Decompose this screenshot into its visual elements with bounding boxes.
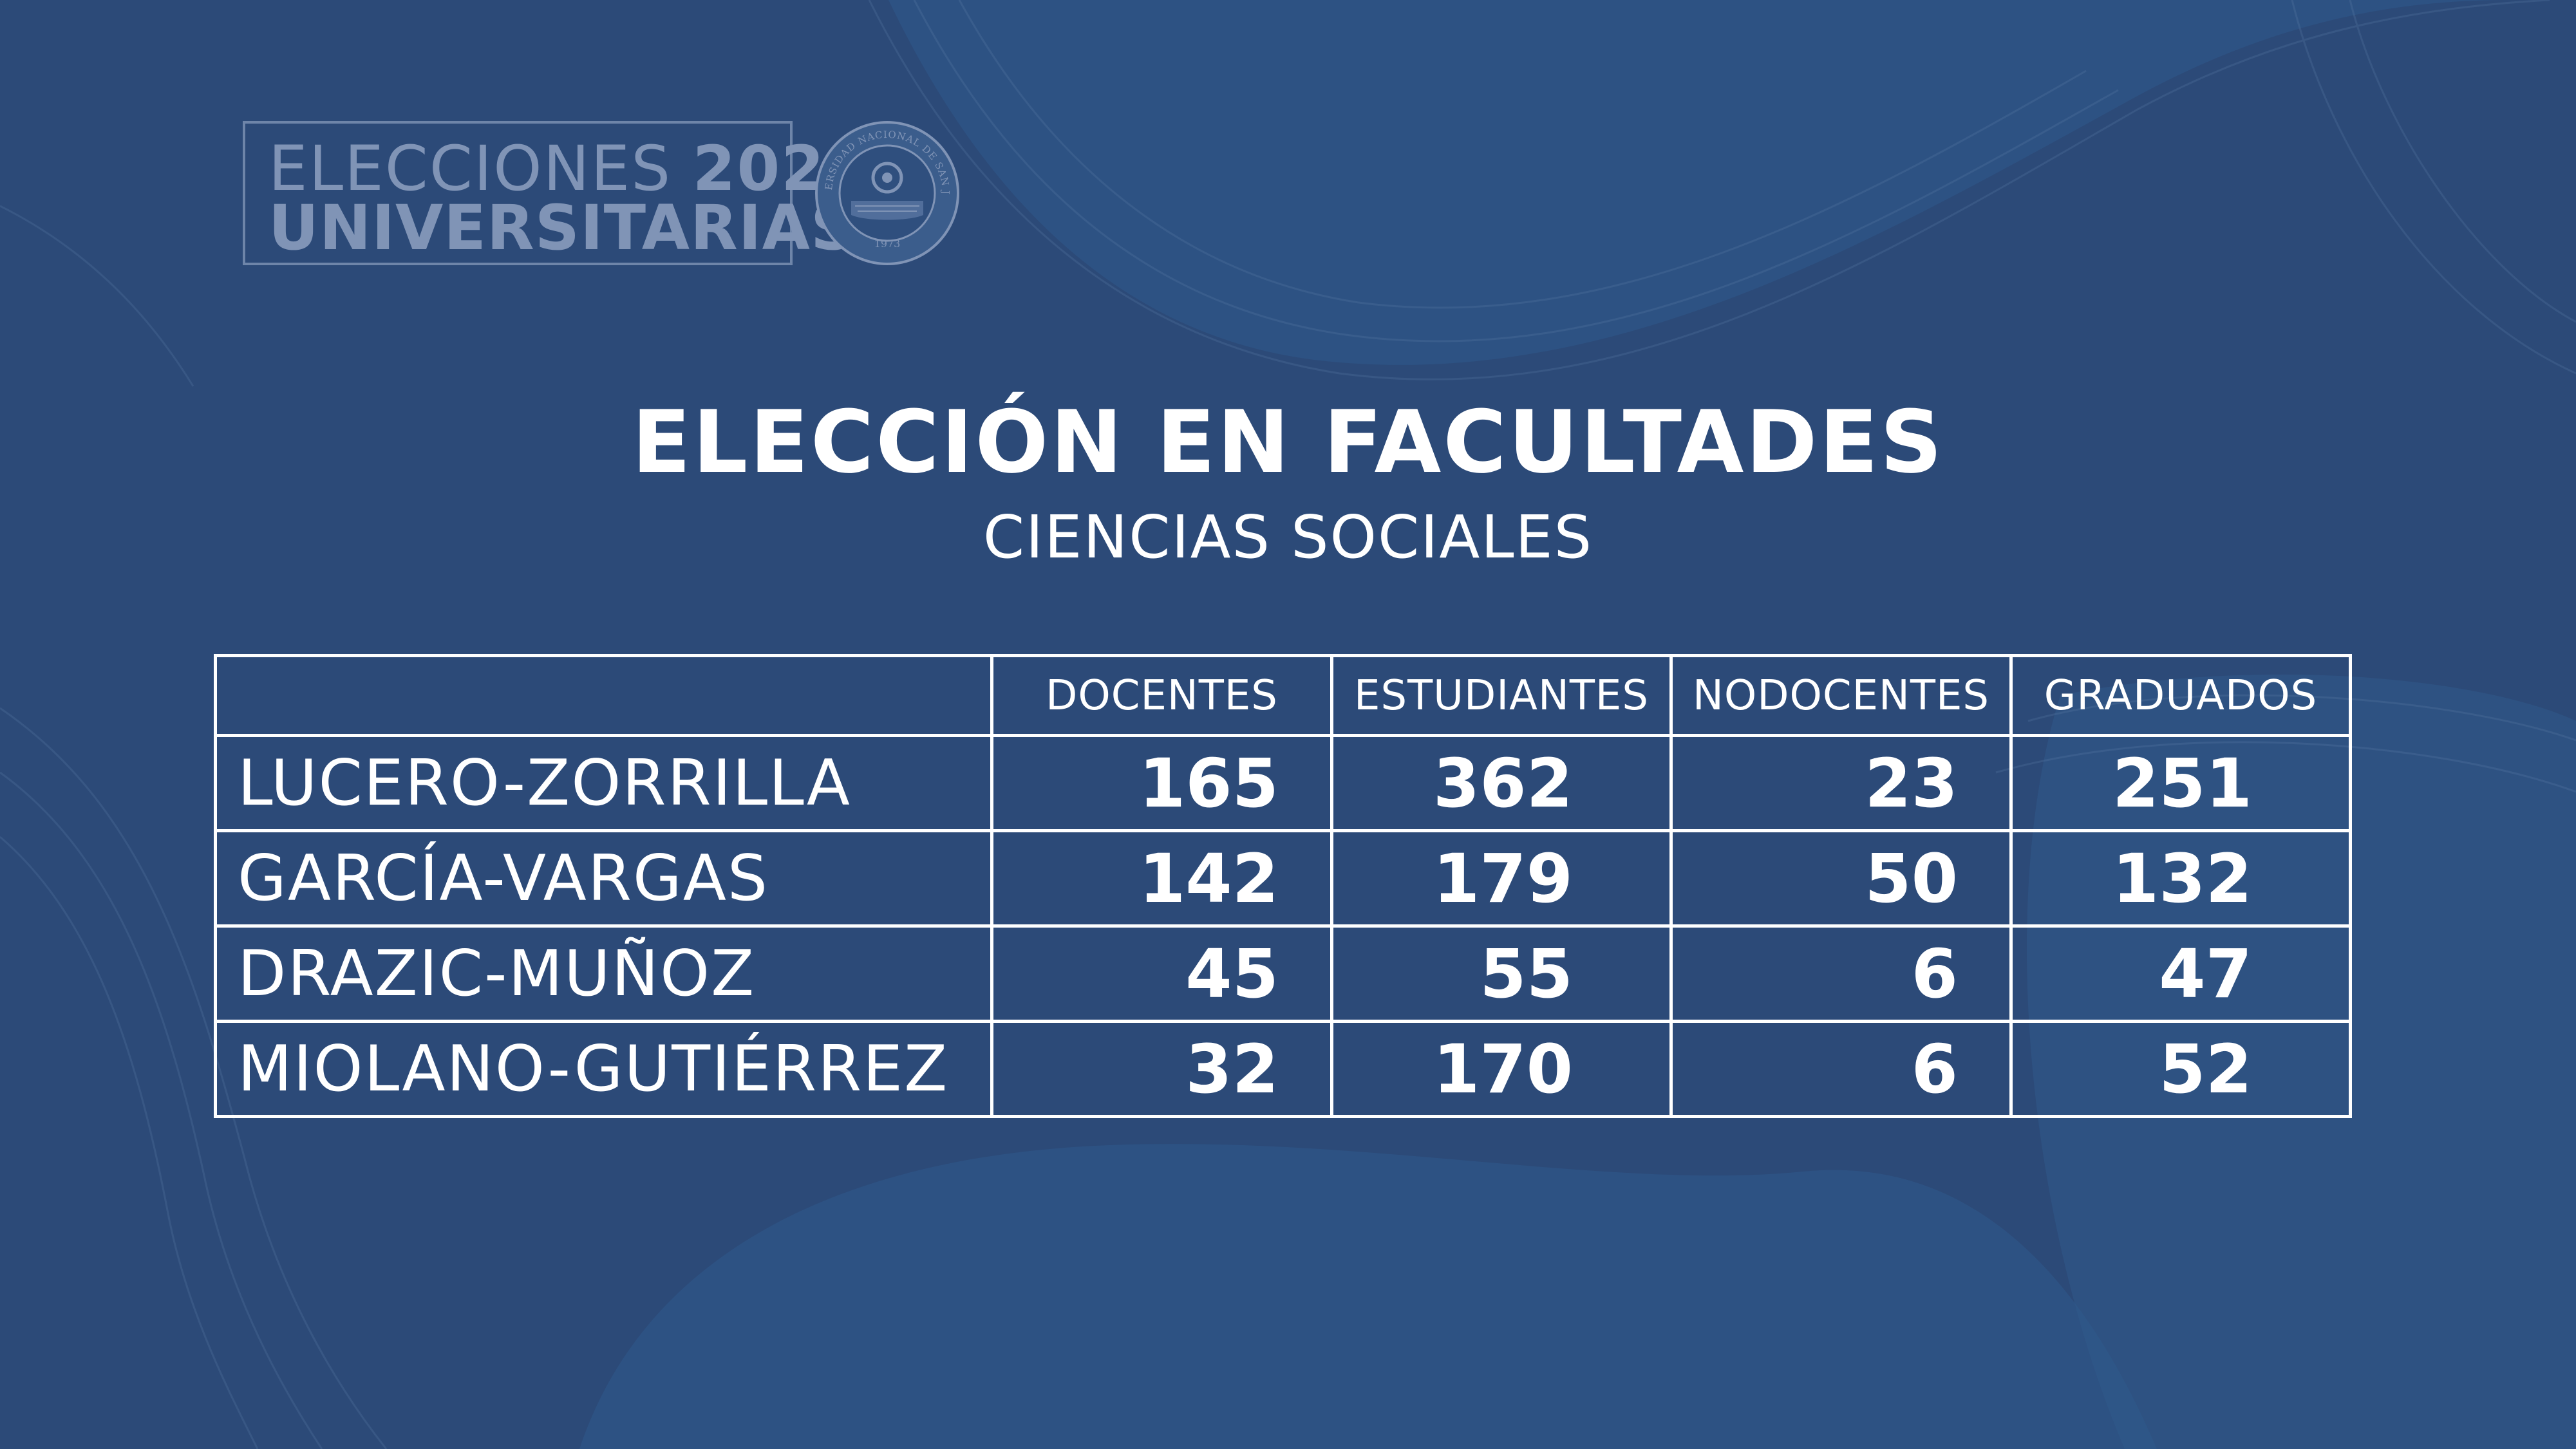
column-header-candidate: [214, 654, 993, 737]
nodocentes-votes: 50: [1669, 829, 2013, 928]
column-header-nodocentes: NODOCENTES: [1669, 654, 2013, 737]
svg-text:1973: 1973: [874, 238, 901, 250]
table-row: MIOLANO-GUTIÉRREZ 32 170 6 52: [214, 1020, 2352, 1118]
column-header-docentes: DOCENTES: [990, 654, 1333, 737]
candidate-name: MIOLANO-GUTIÉRREZ: [214, 1020, 993, 1118]
table-row: DRAZIC-MUÑOZ 45 55 6 47: [214, 924, 2352, 1023]
graduados-votes: 132: [2009, 829, 2352, 928]
elecciones-logo: ELECCIONES 2021 UNIVERSITARIAS: [243, 121, 869, 265]
nodocentes-votes: 23: [1669, 734, 2013, 832]
docentes-votes: 45: [990, 924, 1333, 1023]
logo-line1: ELECCIONES 2021: [268, 136, 870, 201]
graduados-votes: 47: [2009, 924, 2352, 1023]
docentes-votes: 142: [990, 829, 1333, 928]
column-header-graduados: GRADUADOS: [2009, 654, 2352, 737]
column-header-estudiantes: ESTUDIANTES: [1330, 654, 1673, 737]
nodocentes-votes: 6: [1669, 1020, 2013, 1118]
estudiantes-votes: 170: [1330, 1020, 1673, 1118]
estudiantes-votes: 362: [1330, 734, 1673, 832]
page-title: ELECCIÓN EN FACULTADES: [632, 392, 1944, 492]
table-row: LUCERO-ZORRILLA 165 362 23 251: [214, 734, 2352, 832]
graduados-votes: 52: [2009, 1020, 2352, 1118]
university-seal-icon: UNIVERSIDAD NACIONAL DE SAN JUAN 1973: [813, 118, 959, 265]
page-subtitle: CIENCIAS SOCIALES: [982, 503, 1594, 572]
candidate-name: DRAZIC-MUÑOZ: [214, 924, 993, 1023]
logo-word: ELECCIONES: [268, 133, 672, 205]
logo-line2: UNIVERSITARIAS: [268, 192, 856, 264]
table-header-row: DOCENTES ESTUDIANTES NODOCENTES GRADUADO…: [214, 654, 2352, 737]
estudiantes-votes: 55: [1330, 924, 1673, 1023]
estudiantes-votes: 179: [1330, 829, 1673, 928]
nodocentes-votes: 6: [1669, 924, 2013, 1023]
table-row: GARCÍA-VARGAS 142 179 50 132: [214, 829, 2352, 928]
candidate-name: LUCERO-ZORRILLA: [214, 734, 993, 832]
docentes-votes: 32: [990, 1020, 1333, 1118]
candidate-name: GARCÍA-VARGAS: [214, 829, 993, 928]
results-table: DOCENTES ESTUDIANTES NODOCENTES GRADUADO…: [214, 654, 2352, 1118]
graduados-votes: 251: [2009, 734, 2352, 832]
docentes-votes: 165: [990, 734, 1333, 832]
